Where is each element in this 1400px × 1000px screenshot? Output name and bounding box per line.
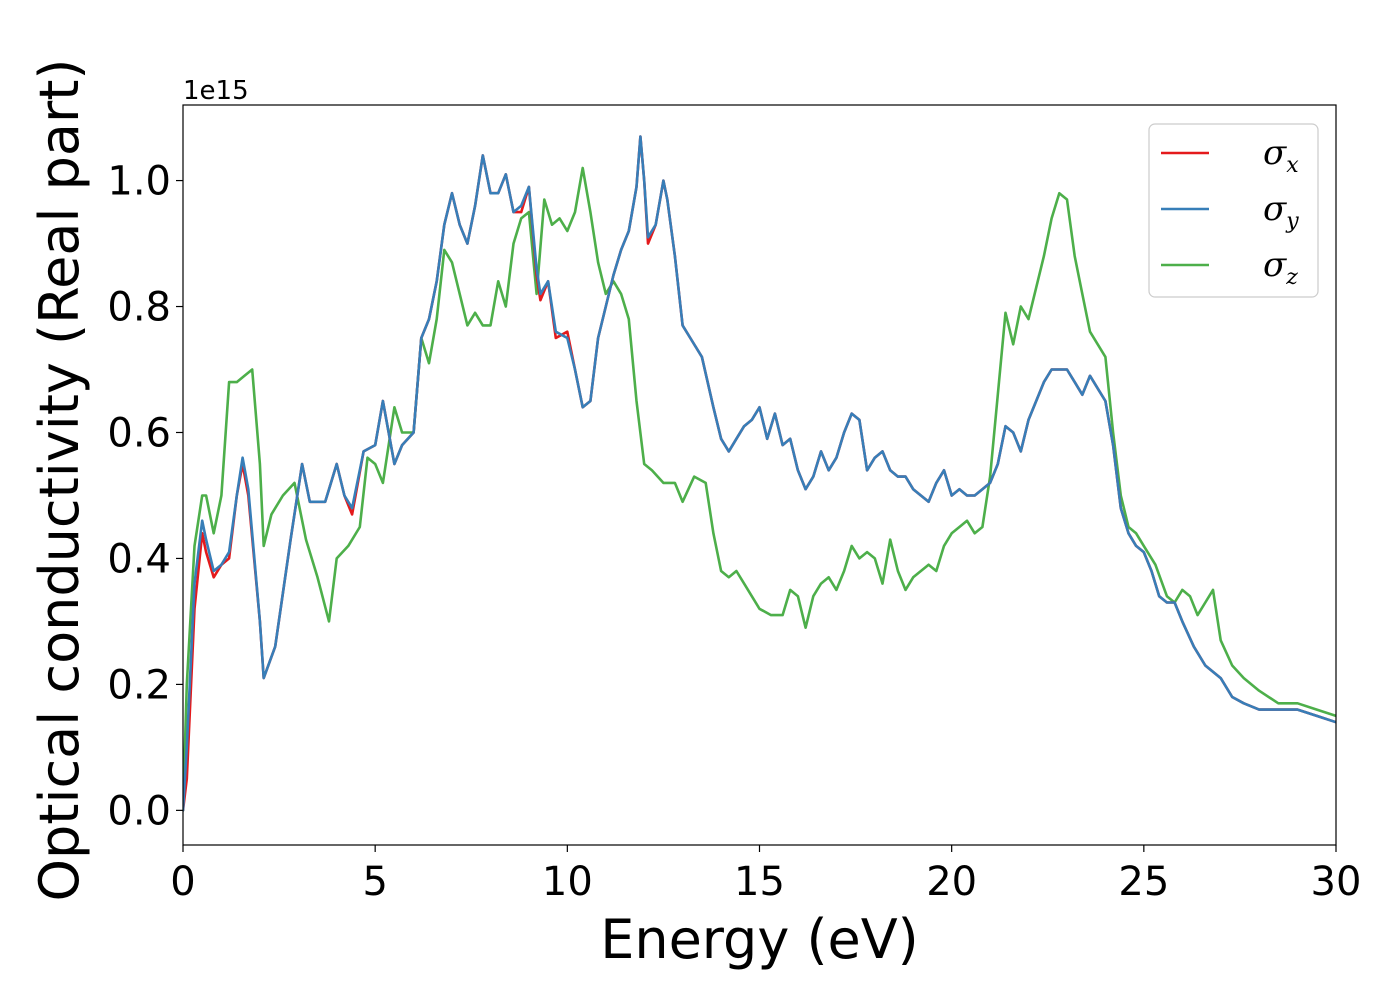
x-tick-label: 5 [362, 859, 387, 905]
legend-subscript: x [1286, 153, 1299, 178]
axis-ticks: 0 5 10 15 20 25 30 0.0 0.2 0.4 0.6 0.8 1.0 [107, 159, 1361, 905]
x-tick-label: 20 [926, 859, 977, 905]
x-tick-label: 15 [734, 859, 785, 905]
y-tick-label: 0.4 [107, 536, 171, 582]
legend-subscript: z [1285, 265, 1298, 290]
y-axis-label: Optical conductivity (Real part) [28, 59, 91, 902]
x-tick-label: 0 [170, 859, 195, 905]
legend-label-y: σy [1263, 189, 1299, 234]
legend-subscript: y [1285, 209, 1299, 234]
legend-symbol: σ [1263, 245, 1287, 285]
x-axis-label: Energy (eV) [600, 908, 919, 971]
legend-symbol: σ [1263, 189, 1287, 229]
y-tick-label: 0.8 [107, 285, 171, 331]
y-offset-label: 1e15 [183, 76, 249, 106]
y-tick-label: 0.0 [107, 788, 171, 834]
y-tick-label: 1.0 [107, 159, 171, 205]
legend-label-x: σx [1263, 133, 1299, 178]
legend-symbol: σ [1263, 133, 1287, 173]
series-line-z [183, 166, 1336, 812]
y-tick-label: 0.2 [107, 662, 171, 708]
y-tick-label: 0.6 [107, 410, 171, 456]
legend-label-z: σz [1263, 245, 1298, 290]
series-line-y [183, 135, 1336, 812]
x-tick-label: 10 [542, 859, 593, 905]
plot-lines [183, 135, 1336, 812]
x-tick-label: 30 [1311, 859, 1362, 905]
x-tick-label: 25 [1118, 859, 1169, 905]
legend-box [1148, 123, 1319, 298]
